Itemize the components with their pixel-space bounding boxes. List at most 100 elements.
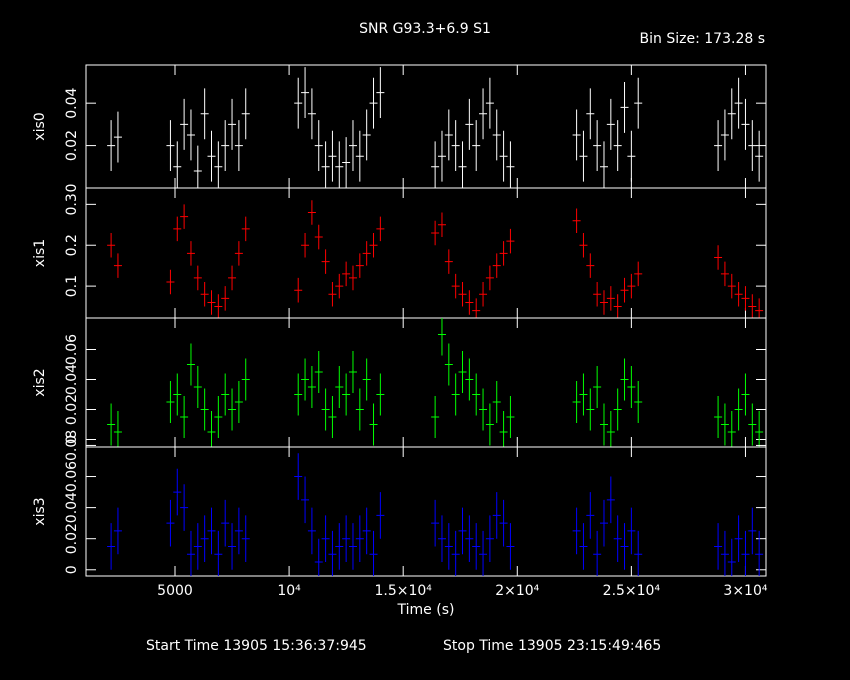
error-bar xyxy=(180,204,189,229)
error-bar xyxy=(755,530,764,576)
series-points xyxy=(107,453,764,576)
error-bar xyxy=(321,388,330,431)
error-bar xyxy=(200,282,209,307)
error-bar xyxy=(741,530,750,576)
error-bar xyxy=(355,130,364,182)
error-bar xyxy=(186,530,195,576)
error-bar xyxy=(492,109,501,161)
error-bar xyxy=(241,216,250,242)
error-bar xyxy=(748,294,757,318)
error-bar xyxy=(431,141,440,188)
error-bar xyxy=(214,294,223,318)
error-bar xyxy=(579,130,588,182)
series-points xyxy=(107,67,764,188)
error-bar xyxy=(369,530,378,576)
error-bar xyxy=(586,388,595,431)
error-bar xyxy=(593,530,602,576)
error-bar xyxy=(241,515,250,563)
y-tick-label: 0.02 xyxy=(64,394,80,425)
error-bar xyxy=(479,530,488,576)
error-bar xyxy=(113,111,122,163)
y-tick-label: 0.02 xyxy=(64,523,80,554)
error-bar xyxy=(307,200,316,225)
y-tick-label: 0.04 xyxy=(64,87,80,118)
error-bar xyxy=(451,530,460,576)
error-bar xyxy=(376,373,385,416)
error-bar xyxy=(579,232,588,258)
error-bar xyxy=(492,381,501,423)
error-bar xyxy=(492,253,501,278)
error-bar xyxy=(113,507,122,555)
error-bar xyxy=(755,298,764,318)
error-bar xyxy=(228,98,237,150)
error-bar xyxy=(431,396,440,438)
error-bar xyxy=(234,507,243,555)
error-bar xyxy=(606,286,615,311)
error-bar xyxy=(620,358,629,401)
error-bar xyxy=(221,373,230,416)
error-bar xyxy=(748,403,757,446)
error-bar xyxy=(314,120,323,172)
x-tick-label: 3×10⁴ xyxy=(723,583,767,599)
error-bar xyxy=(572,208,581,233)
error-bar xyxy=(579,523,588,570)
error-bar xyxy=(228,388,237,431)
error-bar xyxy=(314,351,323,393)
error-bar xyxy=(613,388,622,431)
error-bar xyxy=(606,476,615,524)
error-bar xyxy=(200,388,209,431)
error-bar xyxy=(362,507,371,555)
error-bar xyxy=(458,141,467,188)
error-bar xyxy=(214,530,223,576)
error-bar xyxy=(499,499,508,547)
error-bar xyxy=(314,538,323,576)
error-bar xyxy=(485,77,494,129)
error-bar xyxy=(620,277,629,303)
error-bar xyxy=(301,67,310,119)
error-bar xyxy=(606,411,615,447)
error-bar xyxy=(207,290,216,315)
error-bar xyxy=(451,120,460,172)
error-bar xyxy=(572,109,581,161)
error-bar xyxy=(362,241,371,266)
x-tick-label: 2×10⁴ xyxy=(495,583,539,599)
error-bar xyxy=(613,120,622,172)
error-bar xyxy=(214,396,223,438)
y-tick-label: 0 xyxy=(64,184,80,193)
error-bar xyxy=(294,373,303,416)
y-tick-label: 0.08 xyxy=(64,430,80,461)
error-bar xyxy=(465,290,474,315)
error-bar xyxy=(437,515,446,563)
error-bar xyxy=(221,499,230,547)
error-bar xyxy=(294,453,303,500)
error-bar xyxy=(634,261,643,287)
error-bar xyxy=(321,515,330,563)
error-bar xyxy=(314,224,323,250)
bin-size: Bin Size: 173.28 s xyxy=(640,31,765,47)
error-bar xyxy=(307,507,316,555)
error-bar xyxy=(627,130,636,182)
error-bar xyxy=(173,216,182,242)
error-bar xyxy=(228,265,237,291)
error-bar xyxy=(479,388,488,431)
y-axis-label: xis3 xyxy=(32,497,48,525)
error-bar xyxy=(734,515,743,563)
error-bar xyxy=(437,130,446,182)
error-bar xyxy=(166,269,175,295)
error-bar xyxy=(348,120,357,172)
error-bar xyxy=(727,411,736,447)
error-bar xyxy=(166,381,175,423)
x-tick-label: 5000 xyxy=(157,583,193,599)
error-bar xyxy=(634,77,643,129)
error-bar xyxy=(506,141,515,188)
panel-frame xyxy=(85,446,767,577)
error-bar xyxy=(458,351,467,393)
error-bar xyxy=(599,141,608,188)
error-bar xyxy=(214,141,223,188)
y-axis-label: xis2 xyxy=(32,368,48,396)
error-bar xyxy=(107,120,116,172)
error-bar xyxy=(173,141,182,188)
error-bar xyxy=(458,507,467,555)
error-bar xyxy=(241,88,250,140)
